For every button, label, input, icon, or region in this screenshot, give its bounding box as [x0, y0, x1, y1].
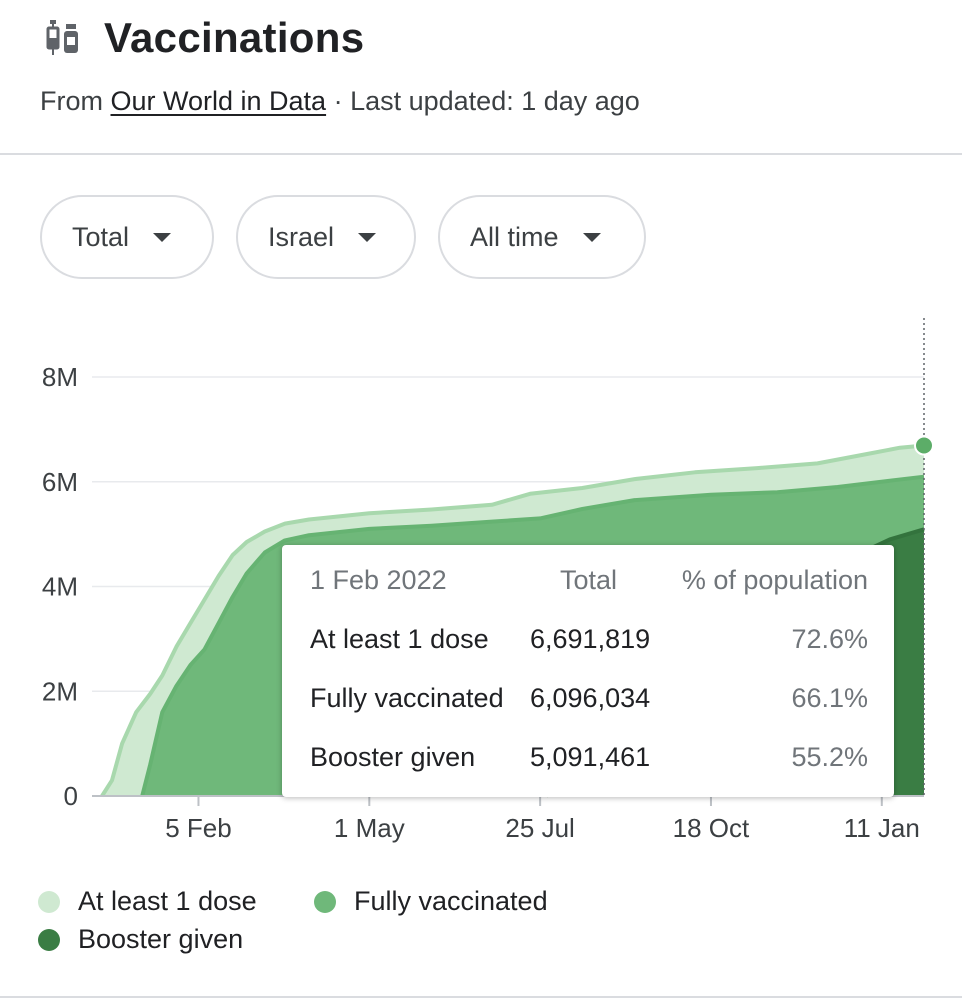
metric-filter-label: Total — [72, 221, 130, 252]
dropdown-arrow-icon — [582, 232, 601, 242]
source-prefix: From — [40, 86, 111, 116]
legend-item[interactable]: At least 1 dose — [38, 886, 257, 917]
tooltip-row-pct: 72.6% — [791, 624, 868, 654]
tooltip-row-total: 6,096,034 — [530, 683, 651, 713]
tooltip-row-label: At least 1 dose — [310, 624, 489, 654]
last-updated: · Last updated: 1 day ago — [326, 86, 640, 116]
card-header: Vaccinations From Our World in Data · La… — [0, 0, 962, 155]
highlight-point — [914, 435, 934, 456]
metric-filter-chip[interactable]: Total — [40, 195, 214, 279]
tooltip-header: 1 Feb 2022 Total % of population — [310, 565, 868, 605]
legend-label: Fully vaccinated — [354, 886, 548, 916]
tooltip-row: At least 1 dose 6,691,819 72.6% — [310, 624, 868, 664]
y-tick-label: 4M — [42, 572, 78, 602]
legend-item[interactable]: Booster given — [38, 924, 243, 955]
x-tick-label: 1 May — [334, 813, 405, 843]
legend-swatch — [314, 890, 336, 913]
tooltip-row-total: 5,091,461 — [530, 742, 651, 772]
tooltip-row-label: Fully vaccinated — [310, 683, 504, 713]
tooltip-row: Fully vaccinated 6,096,034 66.1% — [310, 683, 868, 723]
tooltip-row-label: Booster given — [310, 742, 476, 772]
card-bottom-divider — [0, 996, 962, 998]
tooltip-total-header: Total — [560, 565, 618, 595]
legend-label: At least 1 dose — [78, 886, 257, 916]
y-tick-label: 6M — [42, 467, 78, 497]
x-tick-label: 18 Oct — [673, 813, 750, 843]
tooltip-row: Booster given 5,091,461 55.2% — [310, 742, 868, 782]
y-tick-label: 0 — [64, 781, 78, 811]
series-line — [100, 443, 925, 798]
time-range-filter-chip[interactable]: All time — [438, 195, 646, 279]
filter-chips: Total Israel All time — [40, 195, 646, 279]
dropdown-arrow-icon — [153, 232, 172, 242]
chart-tooltip: 1 Feb 2022 Total % of population At leas… — [282, 545, 894, 797]
tooltip-row-pct: 55.2% — [791, 742, 868, 772]
tooltip-pct-header: % of population — [681, 565, 868, 595]
x-tick-label: 5 Feb — [165, 813, 232, 843]
tooltip-row-total: 6,691,819 — [530, 624, 651, 654]
x-tick-label: 25 Jul — [505, 813, 574, 843]
tooltip-row-pct: 66.1% — [791, 683, 868, 713]
y-tick-label: 8M — [42, 362, 78, 392]
legend-swatch — [38, 890, 60, 913]
page-title: Vaccinations — [104, 14, 365, 61]
tooltip-date: 1 Feb 2022 — [310, 565, 447, 595]
country-filter-label: Israel — [268, 221, 335, 252]
source-link[interactable]: Our World in Data — [110, 86, 327, 116]
y-tick-label: 2M — [42, 676, 78, 706]
title-row: Vaccinations — [42, 14, 364, 62]
legend-item[interactable]: Fully vaccinated — [314, 886, 548, 917]
legend-swatch — [38, 928, 60, 951]
time-range-filter-label: All time — [470, 221, 559, 252]
source-line: From Our World in Data · Last updated: 1… — [40, 86, 640, 117]
country-filter-chip[interactable]: Israel — [236, 195, 416, 279]
x-tick-label: 11 Jan — [844, 813, 920, 843]
vaccine-icon — [42, 16, 86, 60]
header-divider — [0, 153, 962, 155]
dropdown-arrow-icon — [358, 232, 377, 242]
series-line — [140, 474, 925, 797]
legend-label: Booster given — [78, 924, 244, 954]
